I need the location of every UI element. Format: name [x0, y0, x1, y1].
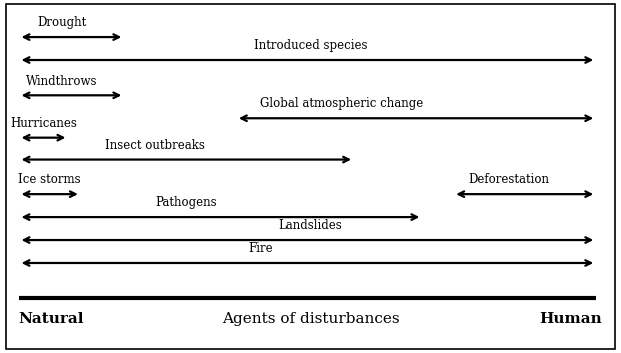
Text: Hurricanes: Hurricanes: [10, 117, 77, 130]
Text: Deforestation: Deforestation: [469, 173, 550, 186]
Text: Drought: Drought: [37, 16, 87, 29]
Text: Global atmospheric change: Global atmospheric change: [260, 97, 423, 110]
Text: Ice storms: Ice storms: [19, 173, 81, 186]
Text: Human: Human: [540, 312, 602, 327]
Text: Natural: Natural: [19, 312, 84, 327]
Text: Landslides: Landslides: [279, 219, 342, 232]
Text: Agents of disturbances: Agents of disturbances: [222, 312, 399, 327]
Text: Fire: Fire: [248, 242, 273, 255]
Text: Windthrows: Windthrows: [26, 74, 98, 88]
Text: Introduced species: Introduced species: [254, 39, 367, 52]
Text: Insect outbreaks: Insect outbreaks: [106, 139, 205, 152]
Text: Pathogens: Pathogens: [155, 196, 217, 209]
